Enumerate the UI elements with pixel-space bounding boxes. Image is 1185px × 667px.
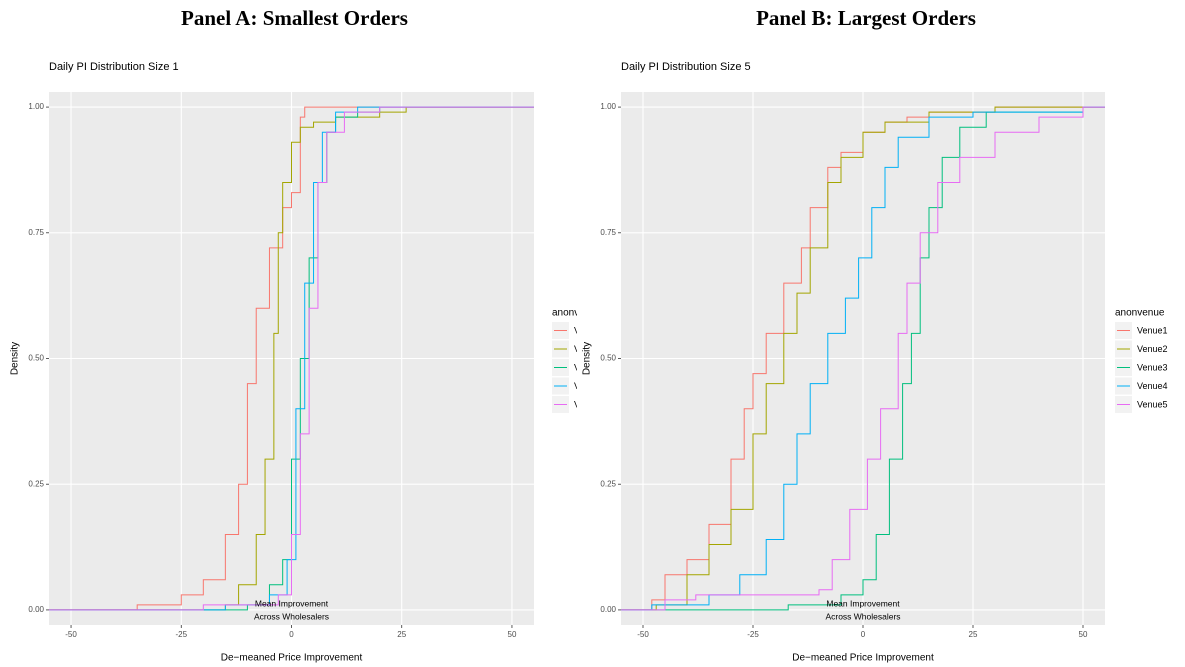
ecdf-line bbox=[621, 106, 1105, 611]
legend-label: Venue5 bbox=[574, 399, 605, 409]
annotation: Mean Improvement bbox=[255, 598, 329, 608]
y-tick-label: 0.50 bbox=[600, 354, 616, 363]
x-tick-label: -25 bbox=[747, 630, 759, 639]
x-tick-label: -50 bbox=[65, 630, 77, 639]
legend-label: Venue2 bbox=[1137, 344, 1168, 354]
panel: Panel B: Largest Orders Daily PI Distribu… bbox=[582, 6, 1168, 664]
y-tick-label: 0.75 bbox=[28, 228, 44, 237]
annotation: Mean Improvement bbox=[826, 598, 900, 608]
x-tick-label: 0 bbox=[861, 630, 866, 639]
x-axis-title: De−meaned Price Improvement bbox=[221, 653, 363, 664]
y-tick-label: 1.00 bbox=[28, 102, 44, 111]
y-tick-label: 0.50 bbox=[28, 354, 44, 363]
y-tick-label: 0.25 bbox=[28, 479, 44, 488]
annotation: Across Wholesalers bbox=[254, 611, 329, 621]
legend-title: anonvenue bbox=[1115, 308, 1165, 319]
y-tick-label: 0.25 bbox=[600, 479, 616, 488]
annotation: Across Wholesalers bbox=[825, 611, 900, 621]
chart-title: Daily PI Distribution Size 1 bbox=[49, 61, 179, 73]
y-tick-label: 0.75 bbox=[600, 228, 616, 237]
panel: Panel A: Smallest Orders Daily PI Distrib… bbox=[10, 6, 605, 664]
ecdf-line bbox=[49, 106, 534, 611]
x-tick-label: -50 bbox=[637, 630, 649, 639]
x-tick-label: 25 bbox=[969, 630, 978, 639]
ecdf-line bbox=[49, 106, 534, 611]
legend: anonvenue Venue1 Venue2 Venue3 Venue4 Venue5 bbox=[552, 308, 605, 413]
legend-label: Venue3 bbox=[574, 362, 605, 372]
x-tick-label: 0 bbox=[289, 630, 294, 639]
legend-label: Venue5 bbox=[1137, 399, 1168, 409]
y-tick-label: 1.00 bbox=[600, 102, 616, 111]
y-tick-label: 0.00 bbox=[600, 605, 616, 614]
legend-label: Venue4 bbox=[1137, 381, 1168, 391]
panel-title: Panel B: Largest Orders bbox=[756, 6, 976, 30]
legend-label: Venue3 bbox=[1137, 362, 1168, 372]
panel-title: Panel A: Smallest Orders bbox=[181, 6, 408, 30]
legend-label: Venue2 bbox=[574, 344, 605, 354]
legend: anonvenue Venue1 Venue2 Venue3 Venue4 Venue5 bbox=[1115, 308, 1168, 413]
ecdf-line bbox=[49, 106, 534, 611]
x-tick-label: 25 bbox=[397, 630, 406, 639]
chart-title: Daily PI Distribution Size 5 bbox=[621, 61, 751, 73]
ecdf-line bbox=[621, 106, 1105, 611]
legend-title: anonvenue bbox=[552, 308, 602, 319]
x-tick-label: -25 bbox=[175, 630, 187, 639]
y-axis-title: Density bbox=[10, 342, 21, 375]
legend-label: Venue1 bbox=[574, 325, 605, 335]
ecdf-line bbox=[621, 106, 1105, 611]
legend-label: Venue4 bbox=[574, 381, 605, 391]
y-axis-title: Density bbox=[582, 342, 593, 375]
y-tick-label: 0.00 bbox=[28, 605, 44, 614]
legend-label: Venue1 bbox=[1137, 325, 1168, 335]
x-tick-label: 50 bbox=[508, 630, 517, 639]
x-tick-label: 50 bbox=[1079, 630, 1088, 639]
x-axis-title: De−meaned Price Improvement bbox=[792, 653, 934, 664]
ecdf-line bbox=[621, 106, 1105, 611]
